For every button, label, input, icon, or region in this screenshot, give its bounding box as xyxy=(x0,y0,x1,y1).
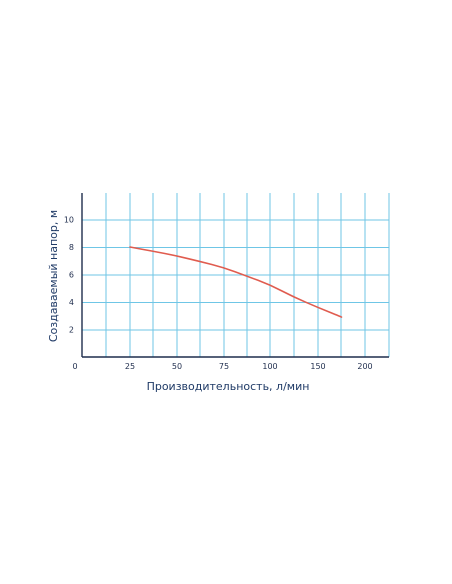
x-tick-label-200: 200 xyxy=(357,362,372,371)
x-axis-title: Производительность, л/мин xyxy=(147,380,310,393)
series-layer xyxy=(129,246,343,318)
x-tick-label-150: 150 xyxy=(310,362,325,371)
axes xyxy=(81,193,389,358)
grid xyxy=(82,193,390,357)
y-tick-label-6: 6 xyxy=(69,271,74,280)
x-tick-label-50: 50 xyxy=(172,362,182,371)
x-tick-label-100: 100 xyxy=(262,362,277,371)
y-tick-label-4: 4 xyxy=(69,298,74,307)
x-tick-label-25: 25 xyxy=(125,362,135,371)
series-line-0 xyxy=(129,246,343,318)
y-axis-title: Создаваемый напор, м xyxy=(47,210,60,342)
y-tick-label-10: 10 xyxy=(64,216,74,225)
y-tick-label-8: 8 xyxy=(69,243,74,252)
x-tick-label-0: 0 xyxy=(72,362,77,371)
x-tick-label-75: 75 xyxy=(219,362,229,371)
y-tick-label-2: 2 xyxy=(69,326,74,335)
